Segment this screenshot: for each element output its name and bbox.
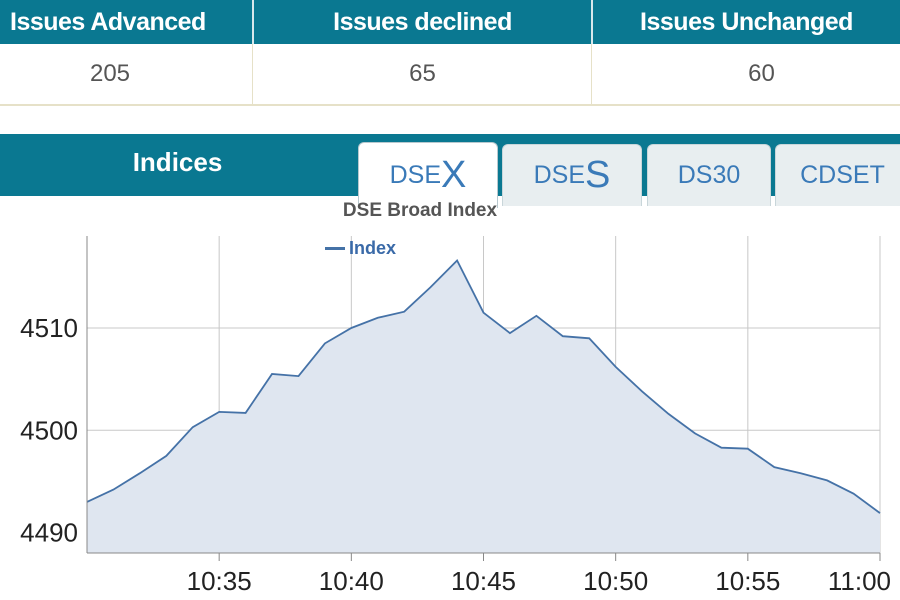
x-tick-label: 10:45: [451, 566, 516, 596]
tab-dses-prefix: DSE: [533, 161, 586, 189]
y-axis-ticks: 4490 4500 4510: [20, 313, 78, 548]
tab-dsex[interactable]: DSE X: [358, 142, 498, 208]
indices-title: Indices: [132, 146, 223, 177]
legend-label-index: Index: [349, 238, 397, 258]
market-stats-header-row: Issues Advanced Issues declined Issues U…: [0, 0, 900, 44]
y-tick-label: 4500: [20, 415, 78, 445]
header-divider: [591, 0, 593, 44]
chart-axes: [86, 236, 881, 561]
x-axis-ticks: 10:35 10:40 10:45 10:50 10:55 11:00: [187, 566, 891, 596]
x-tick-label: 10:35: [187, 566, 252, 596]
tab-dsex-prefix: DSE: [389, 161, 442, 189]
y-tick-label: 4490: [20, 518, 78, 548]
series-area-index: [87, 260, 880, 553]
tab-dsex-suffix: X: [441, 154, 467, 196]
x-tick-label: 11:00: [828, 566, 891, 596]
y-tick-label: 4510: [20, 313, 78, 343]
issues-declined-value: 65: [409, 60, 436, 87]
x-tick-label: 10:40: [319, 566, 384, 596]
issues-declined-header: Issues declined: [333, 7, 512, 36]
chart-title: DSE Broad Index: [342, 200, 498, 221]
x-tick-label: 10:55: [715, 566, 780, 596]
value-divider: [252, 44, 253, 104]
issues-advanced-value: 205: [89, 60, 131, 87]
market-stats-value-row: 205 65 60: [0, 44, 900, 106]
chart-legend[interactable]: Index: [325, 238, 396, 259]
tab-ds30[interactable]: DS30: [647, 144, 771, 206]
legend-swatch-index: [325, 247, 345, 250]
tab-cdset[interactable]: CDSET: [775, 144, 900, 206]
tab-cdset-label: CDSET: [800, 161, 885, 189]
tab-ds30-label: DS30: [677, 161, 741, 189]
issues-unchanged-value: 60: [748, 60, 775, 87]
value-divider: [591, 44, 592, 104]
x-tick-label: 10:50: [583, 566, 648, 596]
issues-advanced-header: Issues Advanced: [10, 7, 206, 36]
tab-dses-suffix: S: [585, 154, 611, 196]
market-stats-table: Issues Advanced Issues declined Issues U…: [0, 0, 900, 106]
tab-dses[interactable]: DSE S: [502, 144, 642, 206]
series-line-index: [86, 258, 881, 514]
header-divider: [252, 0, 254, 44]
issues-unchanged-header: Issues Unchanged: [640, 7, 853, 36]
